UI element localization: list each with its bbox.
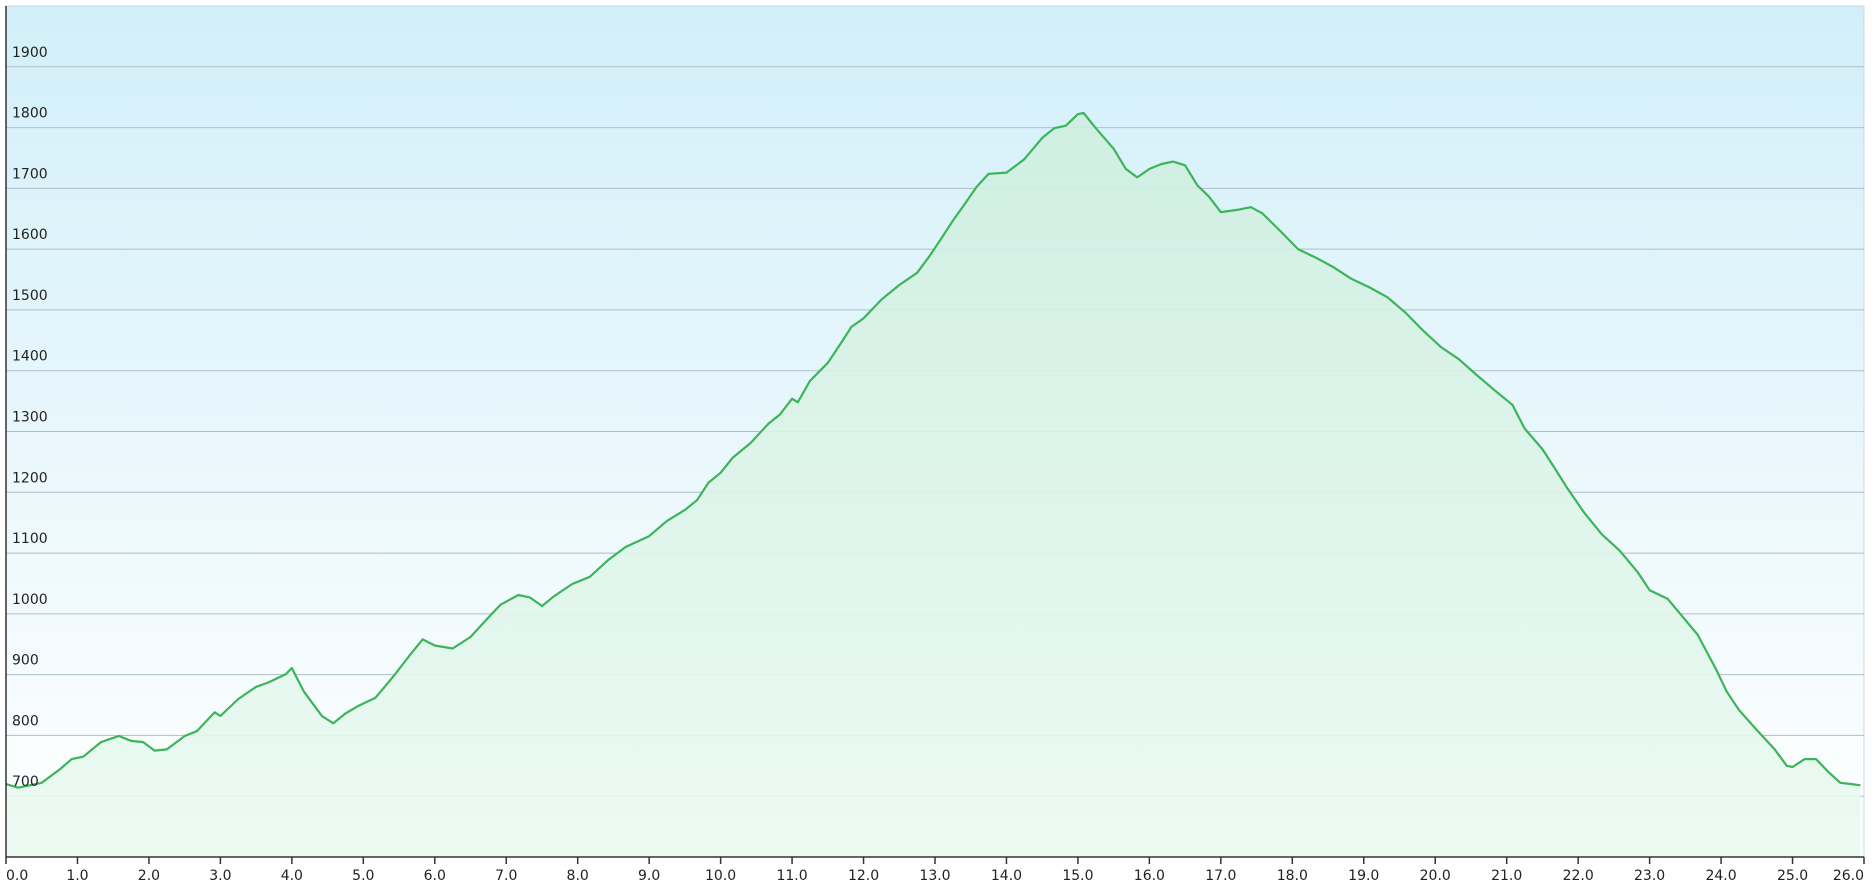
x-tick-label: 26.0 [1833,868,1864,884]
y-tick-label: 1400 [12,349,48,365]
y-tick-label: 1700 [12,166,48,182]
y-tick-label: 1500 [12,288,48,304]
y-tick-label: 800 [12,713,39,729]
x-tick-label: 24.0 [1705,868,1736,884]
x-tick-label: 25.0 [1777,868,1808,884]
x-tick-label: 20.0 [1420,868,1451,884]
x-tick-label: 14.0 [991,868,1022,884]
y-tick-label: 1200 [12,470,48,486]
x-tick-label: 10.0 [705,868,736,884]
y-tick-label: 1600 [12,227,48,243]
y-tick-label: 700 [12,774,39,790]
x-tick-label: 11.0 [776,868,807,884]
y-tick-label: 1900 [12,45,48,61]
x-tick-label: 1.0 [66,868,88,884]
y-tick-label: 1300 [12,410,48,426]
y-tick-label: 1800 [12,106,48,122]
x-tick-label: 5.0 [352,868,374,884]
x-tick-label: 12.0 [848,868,879,884]
x-tick-label: 9.0 [638,868,660,884]
x-tick-label: 6.0 [424,868,446,884]
y-tick-label: 1100 [12,531,48,547]
x-tick-label: 0.0 [6,868,28,884]
area-fill [6,113,1861,857]
x-tick-label: 18.0 [1277,868,1308,884]
x-tick-label: 15.0 [1062,868,1093,884]
x-tick-label: 21.0 [1491,868,1522,884]
x-tick-label: 2.0 [138,868,160,884]
x-tick-label: 22.0 [1563,868,1594,884]
y-tick-label: 1000 [12,592,48,608]
x-tick-label: 7.0 [495,868,517,884]
x-tick-label: 13.0 [919,868,950,884]
x-tick-label: 17.0 [1205,868,1236,884]
x-tick-label: 4.0 [281,868,303,884]
elevation-line [5,111,1861,789]
x-tick-label: 16.0 [1134,868,1165,884]
x-tick-label: 3.0 [209,868,231,884]
x-tick-label: 8.0 [567,868,589,884]
x-tick-label: 23.0 [1634,868,1665,884]
y-tick-label: 900 [12,653,39,669]
x-tick-label: 19.0 [1348,868,1379,884]
